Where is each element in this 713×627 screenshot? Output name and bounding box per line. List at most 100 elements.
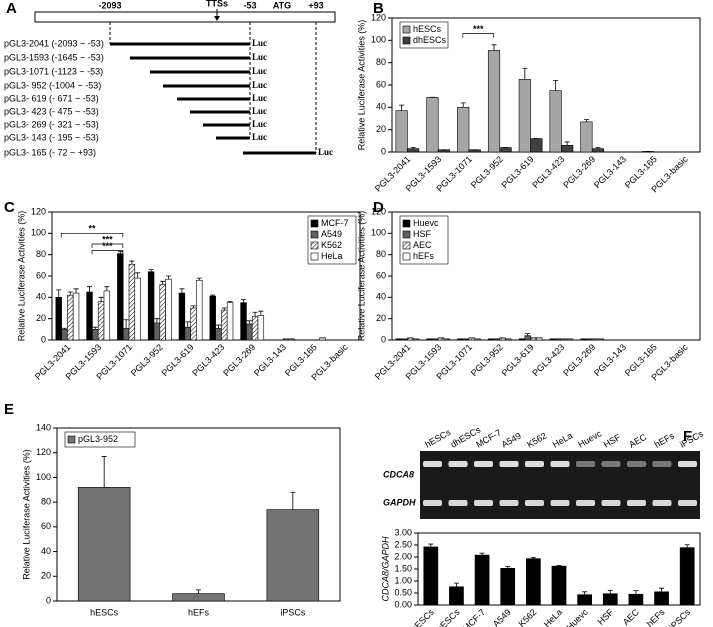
error-bar [633, 590, 639, 595]
y-tick-label: 1.00 [394, 575, 412, 585]
promoter-ruler [34, 11, 336, 23]
gel-lane-label: A549 [500, 431, 523, 450]
x-tick-label: PGL3-269 [561, 342, 597, 378]
panel-label: D [373, 199, 384, 216]
gel-row-label: CDCA8 [383, 469, 414, 479]
legend-swatch [310, 252, 319, 261]
error-bar [104, 286, 110, 291]
gel-band [550, 461, 570, 467]
error-bar [241, 299, 247, 303]
construct-label: pGL3- 952 (-1004 ~ -53) [4, 80, 101, 90]
y-tick-label: 20 [376, 124, 386, 134]
gel-band [474, 500, 493, 506]
legend-label: pGL3-952 [78, 434, 118, 444]
significance-label: *** [102, 234, 113, 244]
error-bar [246, 320, 252, 324]
error-bar [252, 311, 258, 317]
error-bar [135, 272, 141, 279]
bar [215, 327, 222, 341]
x-tick-label: hESCs [90, 607, 119, 617]
x-tick-label: PGL3-952 [469, 342, 505, 378]
construct-label: pGL3- 423 (- 475 ~ -53) [4, 106, 99, 116]
y-tick-label: 120 [371, 206, 386, 216]
y-axis-label: Relative Luciferase Activities (%) [16, 211, 26, 342]
gel-band [627, 500, 646, 506]
y-tick-label: 100 [36, 472, 51, 482]
gel-band [576, 461, 595, 467]
y-axis-label: Relative Luciferase Activities (%) [356, 20, 366, 151]
x-tick-label: dhESCs [431, 607, 462, 627]
error-bar [129, 260, 135, 265]
y-tick-label: 100 [371, 35, 386, 45]
gel-lane-label: hEFs [653, 430, 677, 449]
construct-bar [177, 97, 250, 101]
y-axis-label: Relative Luciferase Activities (%) [356, 211, 366, 342]
y-tick-label: 80 [376, 57, 386, 67]
y-tick-label: 20 [41, 571, 51, 581]
reporter-label: Luc [252, 80, 267, 90]
significance-label: *** [473, 24, 484, 34]
legend-swatch [310, 219, 319, 228]
x-tick-label: MCF-7 [461, 607, 488, 627]
gel-band [550, 500, 570, 506]
bar [61, 329, 68, 341]
construct-bar [243, 151, 316, 155]
gel-lane-label: hESCs [423, 427, 453, 450]
bar [153, 322, 161, 341]
bar [654, 591, 669, 606]
legend-label: dhESCs [413, 35, 447, 45]
error-bar [290, 491, 296, 510]
error-bar [221, 307, 227, 311]
legend-swatch [402, 25, 411, 34]
gel-band [448, 500, 468, 506]
error-bar [607, 589, 613, 594]
error-bar [101, 456, 107, 488]
bar [72, 292, 80, 341]
error-bar [522, 67, 528, 80]
x-tick-label: PGL3-143 [592, 342, 628, 378]
gel-lane-label: HSF [602, 432, 623, 450]
gel-band [499, 500, 519, 506]
bar [530, 138, 543, 153]
y-tick-label: 1.50 [394, 563, 412, 573]
gel-band [601, 500, 621, 506]
bar [251, 316, 259, 341]
y-tick-label: 60 [41, 521, 51, 531]
bar [172, 593, 225, 602]
construct-bar [130, 56, 250, 60]
gel-lane-label: Huevc [576, 428, 604, 450]
reporter-label: Luc [252, 38, 267, 48]
y-axis-label: Relative Luciferase Activities (%) [21, 449, 31, 580]
y-tick-label: 0 [46, 595, 51, 605]
x-tick-label: PGL3-423 [190, 342, 226, 378]
bar [184, 326, 191, 341]
bar [190, 307, 197, 341]
construct-label: pGL3- 165 (- 72 ~ +93) [4, 147, 96, 157]
panel-label: E [4, 401, 14, 418]
legend-label: HeLa [321, 251, 343, 261]
x-tick-label: PGL3-952 [129, 342, 165, 378]
y-tick-label: 80 [376, 249, 386, 259]
x-tick-label: PGL3-143 [592, 154, 628, 190]
bar [591, 148, 605, 153]
error-bar [98, 296, 104, 302]
panel-label: C [4, 199, 15, 216]
y-axis-label: CDCA8/GAPDH [380, 536, 390, 602]
ruler-label: TTSs [206, 0, 228, 8]
error-bar [479, 552, 485, 556]
legend-box [64, 431, 136, 448]
x-tick-label: PGL3-269 [221, 342, 257, 378]
error-bar [196, 277, 202, 281]
gel-band [678, 500, 697, 506]
bar [178, 292, 186, 341]
legend-label: A549 [321, 229, 342, 239]
y-tick-label: 80 [36, 249, 46, 259]
construct-bar [216, 136, 250, 140]
error-bar [428, 543, 434, 547]
bar [395, 110, 408, 153]
construct-label: pGL3-2041 (-2093 ~ -53) [4, 38, 104, 48]
construct-bar [110, 42, 250, 46]
gel-image [420, 451, 700, 519]
bar [549, 90, 562, 153]
bar [580, 121, 593, 153]
